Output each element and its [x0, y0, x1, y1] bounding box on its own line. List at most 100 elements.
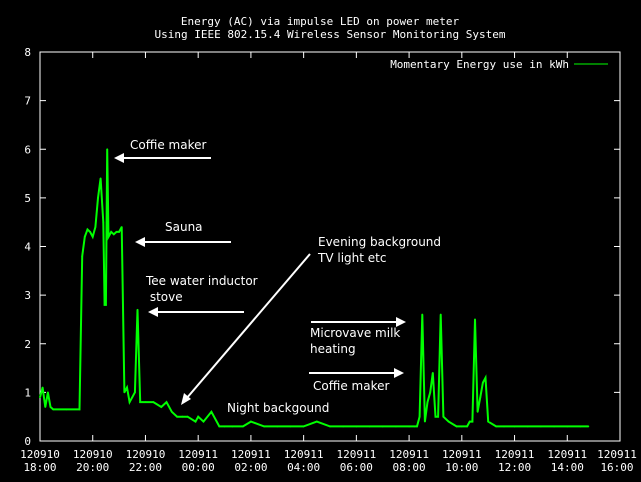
- series-point: [160, 406, 163, 408]
- series-point: [579, 425, 582, 428]
- series-point: [276, 425, 279, 428]
- series-point: [474, 318, 476, 321]
- series-point: [513, 425, 516, 428]
- series-point: [81, 255, 84, 258]
- series-point: [368, 425, 371, 428]
- x-tick-label-time: 10:00: [445, 461, 478, 474]
- series-point: [103, 303, 106, 306]
- x-tick-label-time: 04:00: [287, 461, 320, 474]
- series-point: [39, 396, 41, 399]
- series-point: [315, 420, 318, 423]
- y-tick-label: 3: [24, 289, 31, 302]
- series-point: [466, 425, 468, 428]
- chart-subtitle: Using IEEE 802.15.4 Wireless Sensor Moni…: [155, 28, 506, 41]
- series-point: [47, 391, 49, 394]
- series-point: [250, 420, 252, 423]
- annotation-sauna: Sauna: [165, 220, 203, 234]
- series-point: [426, 401, 429, 403]
- series-point: [482, 381, 484, 384]
- arrowhead-sauna: [135, 237, 145, 247]
- series-point: [223, 425, 226, 428]
- series-point: [439, 313, 442, 316]
- series-point: [476, 410, 479, 413]
- series-point: [503, 425, 505, 428]
- annotation-evening-background-line-1: Evening background: [318, 235, 441, 249]
- series-point: [176, 415, 178, 418]
- series-point: [218, 425, 221, 428]
- x-tick-label-date: 120911: [495, 448, 535, 461]
- series-point: [479, 396, 482, 399]
- arrowhead-evening-background: [181, 393, 191, 405]
- annotation-tee-water-line-1: Tee water inductor: [145, 274, 258, 288]
- series-point: [421, 313, 424, 316]
- series-points: [39, 148, 590, 428]
- series-point: [202, 420, 205, 423]
- series-point: [381, 425, 384, 428]
- x-tick-label-time: 14:00: [551, 461, 584, 474]
- series-point: [484, 376, 487, 379]
- series-point: [89, 231, 91, 233]
- annotation-arrows: [114, 153, 406, 405]
- y-tick-label: 8: [24, 46, 31, 59]
- x-tick-label-time: 02:00: [234, 461, 267, 474]
- y-tick-label: 2: [24, 338, 31, 351]
- series-point: [112, 233, 115, 236]
- series-point: [78, 408, 81, 411]
- series-point: [329, 425, 331, 428]
- series-point: [431, 372, 434, 374]
- series-point: [447, 420, 450, 423]
- series-point: [91, 235, 94, 238]
- series-point: [460, 425, 463, 428]
- x-tick-label-time: 22:00: [129, 461, 162, 474]
- series-point: [105, 303, 107, 306]
- x-tick-label-time: 00:00: [182, 461, 215, 474]
- x-axis: 12091018:0012091020:0012091022:001209110…: [20, 52, 637, 474]
- annotations: Coffie maker Sauna Tee water inductor st…: [130, 138, 441, 415]
- arrowhead-tee-water: [148, 307, 158, 317]
- series-point: [434, 415, 437, 418]
- series-point: [442, 415, 445, 418]
- x-tick-label-time: 06:00: [340, 461, 373, 474]
- y-tick-label: 7: [24, 95, 31, 108]
- series-point: [120, 226, 123, 228]
- series-point: [49, 406, 52, 408]
- x-tick-label-date: 120911: [284, 448, 324, 461]
- series-point: [263, 425, 265, 428]
- series-point: [413, 425, 416, 428]
- y-tick-label: 1: [24, 386, 31, 399]
- arrowhead-microvave-milk: [396, 317, 406, 327]
- series-point: [165, 401, 168, 403]
- series-point: [231, 425, 234, 428]
- annotation-tee-water-line-2: stove: [146, 290, 183, 304]
- x-tick-label-date: 120911: [597, 448, 637, 461]
- series-point: [107, 235, 110, 238]
- y-tick-label: 0: [24, 435, 31, 448]
- x-tick-label-date: 120910: [126, 448, 166, 461]
- series-point: [194, 420, 197, 423]
- series-point: [289, 425, 292, 428]
- series-point: [553, 425, 555, 428]
- series-point: [94, 226, 97, 228]
- series-point: [139, 401, 142, 403]
- series-point: [455, 425, 458, 428]
- x-tick-label-date: 120910: [73, 448, 113, 461]
- series-point: [141, 401, 144, 403]
- annotation-evening-background-line-2: TV light etc: [317, 251, 386, 265]
- series-point: [41, 386, 44, 389]
- y-tick-label: 5: [24, 192, 31, 205]
- series-point: [302, 425, 305, 428]
- series-point: [65, 408, 68, 411]
- x-tick-label-date: 120911: [231, 448, 271, 461]
- x-tick-label-time: 08:00: [393, 461, 426, 474]
- series-point: [540, 425, 542, 428]
- series-point: [99, 177, 102, 180]
- series-point: [587, 425, 590, 428]
- annotation-coffie-maker-2: Coffie maker: [313, 379, 389, 393]
- series-point: [152, 401, 155, 403]
- x-tick-label-time: 20:00: [76, 461, 109, 474]
- series-point: [128, 401, 131, 403]
- annotation-microvave-milk-line-1: Microvave milk: [310, 326, 400, 340]
- x-tick-label-time: 12:00: [498, 461, 531, 474]
- series-point: [242, 425, 244, 428]
- series-point: [106, 148, 109, 151]
